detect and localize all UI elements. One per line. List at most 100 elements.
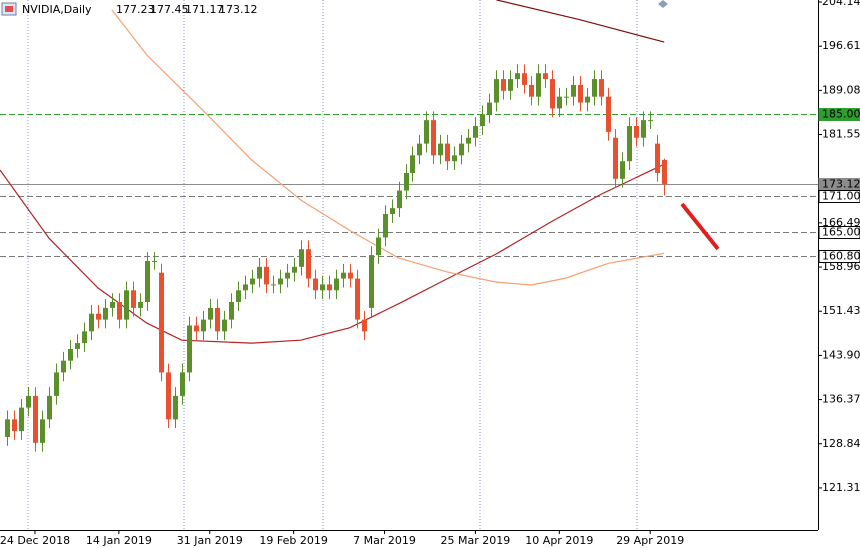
candle-body: [306, 249, 311, 279]
candle-body: [68, 348, 73, 361]
candle-body: [124, 290, 129, 320]
candle-body: [229, 302, 234, 320]
candle-body: [501, 79, 506, 91]
candle-body: [557, 96, 562, 109]
candle-body: [243, 284, 248, 291]
candle-body: [131, 290, 136, 308]
candle-body: [145, 260, 150, 303]
level-label: 171.00: [822, 190, 860, 203]
candle-body: [19, 407, 24, 432]
ohlc-high: 177.45: [150, 3, 189, 16]
candle-body: [487, 102, 492, 115]
candle-body: [5, 419, 10, 437]
candle-body: [452, 155, 457, 162]
candle-body: [264, 266, 269, 285]
candle-body: [529, 84, 534, 97]
y-tick-label: 181.55: [822, 128, 860, 141]
candle-body: [571, 84, 576, 97]
candle-body: [96, 313, 101, 320]
vertical-grid: [27, 0, 638, 530]
candle-body: [33, 395, 38, 443]
candle-body: [585, 96, 590, 103]
level-label-box: [818, 108, 860, 121]
candle-body: [648, 120, 653, 122]
level-label: 185.00: [822, 108, 860, 121]
candle-body: [564, 96, 569, 98]
candle-body: [494, 79, 499, 103]
candle-body: [40, 419, 45, 443]
candle-body: [117, 302, 122, 320]
candle-body: [299, 249, 304, 267]
level-label: 165.00: [822, 226, 860, 239]
candle-body: [662, 159, 667, 184]
candle-body: [515, 73, 520, 80]
plot-area: [0, 0, 818, 452]
candle-body: [438, 143, 443, 156]
y-tick-label: 128.84: [822, 437, 860, 450]
candle-body: [383, 214, 388, 238]
candle-body: [236, 290, 241, 303]
candle-body: [313, 278, 318, 291]
candle-body: [222, 319, 227, 332]
candle-body: [473, 126, 478, 138]
candle-body: [362, 319, 367, 332]
candle-body: [613, 137, 618, 179]
marker-diamond: [658, 0, 668, 8]
candle-body: [445, 143, 450, 162]
candle-body: [292, 266, 297, 273]
candle-body: [369, 255, 374, 308]
candle-body: [466, 137, 471, 144]
level-label-box: [818, 250, 860, 263]
y-tick-label: 151.43: [822, 304, 860, 317]
candle-body: [334, 278, 339, 291]
y-tick-label: 189.08: [822, 83, 860, 96]
candle-body: [348, 272, 353, 279]
y-tick-label: 121.31: [822, 481, 860, 494]
candle-body: [54, 372, 59, 396]
candle-body: [285, 272, 290, 279]
candle-body: [410, 155, 415, 173]
x-tick-label: 19 Feb 2019: [259, 534, 327, 547]
candle-body: [376, 237, 381, 256]
candle-body: [75, 343, 80, 349]
x-tick-label: 29 Apr 2019: [616, 534, 684, 547]
candle-body: [152, 260, 157, 262]
ohlc-close: 173.12: [219, 3, 258, 16]
candle-body: [634, 126, 639, 138]
candle-body: [543, 73, 548, 80]
y-tick-label: 204.14: [822, 0, 860, 8]
x-tick-label: 7 Mar 2019: [353, 534, 416, 547]
ohlc-low: 171.17: [185, 3, 224, 16]
candle-body: [606, 96, 611, 132]
y-tick-label: 158.96: [822, 260, 860, 273]
candle-body: [536, 73, 541, 97]
y-tick-label: 196.61: [822, 39, 860, 52]
x-tick-label: 24 Dec 2018: [0, 534, 70, 547]
candle-body: [417, 143, 422, 156]
moving-average-line: [0, 163, 665, 344]
candle-body: [271, 284, 276, 286]
candle-body: [138, 302, 143, 308]
candle-body: [480, 114, 485, 127]
candle-body: [390, 208, 395, 215]
moving-average-line: [496, 0, 665, 43]
symbol-icon-inner: [5, 6, 13, 12]
candle-body: [655, 143, 660, 173]
candle-body: [341, 272, 346, 279]
level-label: 160.80: [822, 250, 860, 263]
level-label-box: [818, 190, 860, 203]
level-label: 173.12: [822, 178, 860, 191]
candle-body: [61, 360, 66, 373]
y-tick-label: 143.90: [822, 348, 860, 361]
candle-body: [522, 73, 527, 85]
candle-body: [620, 161, 625, 179]
candle-body: [166, 372, 171, 420]
candle-body: [355, 278, 360, 320]
candle-body: [187, 325, 192, 373]
y-tick-label: 166.49: [822, 216, 860, 229]
candle-body: [201, 319, 206, 332]
candle-body: [215, 307, 220, 332]
